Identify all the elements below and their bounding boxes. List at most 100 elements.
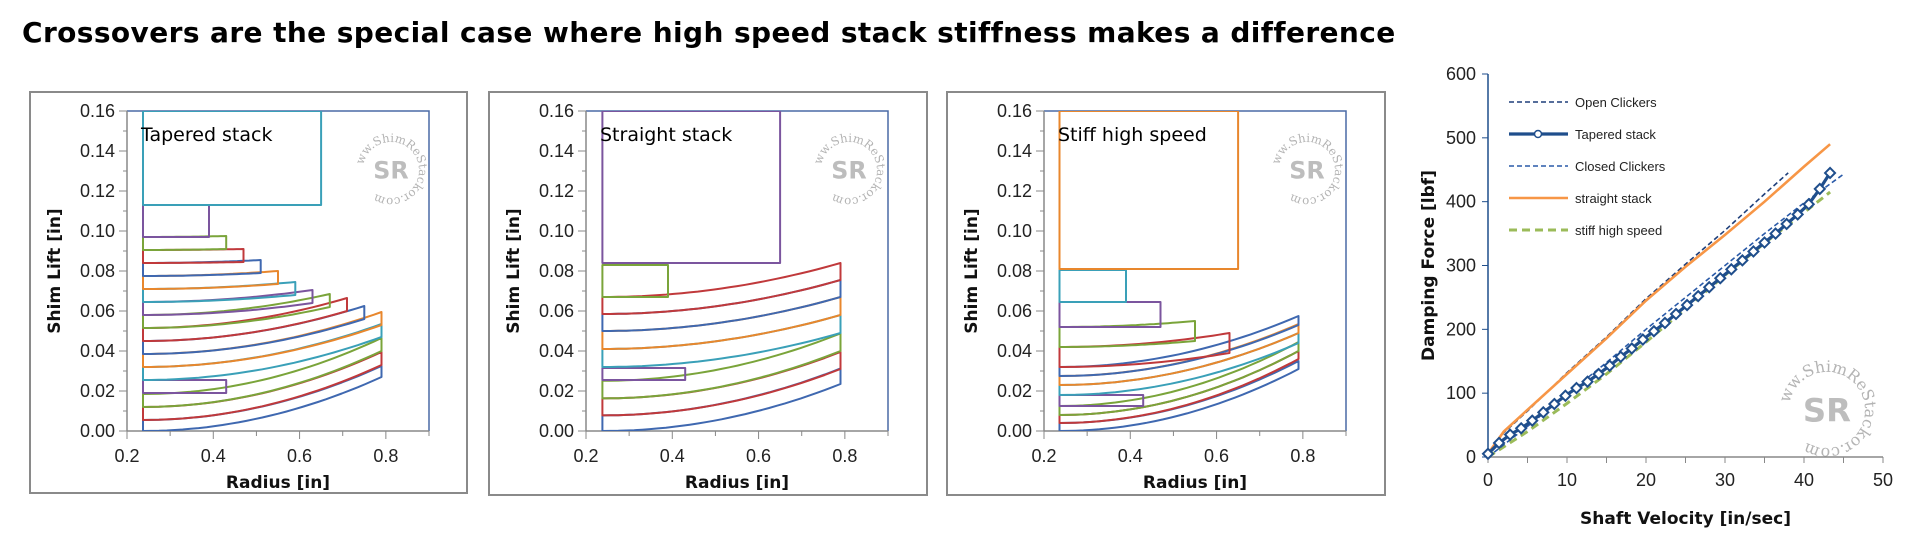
- y-tick-label: 0.02: [997, 381, 1032, 401]
- y-axis-title: Damping Force [lbf]: [1419, 170, 1439, 361]
- y-tick-label: 0.12: [539, 181, 574, 201]
- data-point-marker: [1669, 307, 1683, 321]
- x-axis-title: Radius [in]: [685, 473, 789, 493]
- data-point-marker: [1481, 447, 1495, 461]
- watermark-sr: SR: [373, 156, 408, 184]
- y-tick-label: 0.08: [80, 261, 115, 281]
- y-tick-label: 500: [1446, 128, 1476, 148]
- y-tick-label: 0.02: [539, 381, 574, 401]
- data-point-marker: [1647, 324, 1661, 338]
- x-tick-label: 0.4: [201, 446, 226, 466]
- data-point-marker: [1758, 236, 1771, 249]
- y-tick-label: 0.10: [539, 221, 574, 241]
- data-point-marker: [1614, 350, 1628, 364]
- x-tick-label: 0.4: [1118, 446, 1143, 466]
- shim-stack: [601, 111, 842, 431]
- shim-outline: [1058, 315, 1300, 377]
- panel-label: Straight stack: [600, 124, 732, 146]
- data-point-marker: [1625, 342, 1639, 355]
- data-point-marker: [1514, 421, 1528, 435]
- y-tick-label: 0.16: [997, 101, 1032, 121]
- series-line-open-clickers: [1487, 172, 1789, 455]
- x-tick-label: 0.6: [746, 446, 771, 466]
- y-tick-label: 0.10: [80, 221, 115, 241]
- data-point-marker: [1680, 298, 1694, 312]
- shim-outline: [601, 111, 782, 264]
- data-point-marker: [1525, 414, 1539, 428]
- y-tick-label: 0.00: [80, 421, 115, 441]
- data-point-marker: [1658, 316, 1672, 330]
- shim-outline: [601, 264, 669, 298]
- shim-outline: [601, 367, 687, 381]
- y-tick-label: 0.04: [539, 341, 574, 361]
- shim-outline: [1058, 111, 1240, 270]
- x-axis-title: Radius [in]: [226, 473, 330, 493]
- y-tick-label: 0.14: [997, 141, 1032, 161]
- data-point-marker: [1735, 253, 1749, 267]
- y-tick-label: 100: [1446, 383, 1476, 403]
- watermark-sr: SR: [1289, 156, 1324, 184]
- data-point-marker: [1747, 245, 1760, 258]
- y-tick-label: 0.16: [539, 101, 574, 121]
- watermark-sr: SR: [831, 156, 866, 184]
- legend-label: straight stack: [1575, 191, 1652, 206]
- y-tick-label: 0.08: [997, 261, 1032, 281]
- legend-label: Open Clickers: [1575, 95, 1657, 110]
- y-tick-label: 400: [1446, 192, 1476, 212]
- x-tick-label: 50: [1873, 470, 1893, 490]
- legend-item: Open Clickers: [1509, 95, 1657, 110]
- x-tick-label: 30: [1715, 470, 1735, 490]
- x-tick-label: 0.8: [1290, 446, 1315, 466]
- y-tick-label: 0.12: [80, 181, 115, 201]
- shim-outline: [601, 262, 842, 315]
- shim-stack: [142, 111, 383, 431]
- y-axis-title: Shim Lift [in]: [45, 208, 65, 333]
- y-tick-label: 0.02: [80, 381, 115, 401]
- page-title: Crossovers are the special case where hi…: [22, 16, 1396, 49]
- data-point-marker: [1536, 405, 1550, 419]
- y-tick-label: 0.16: [80, 101, 115, 121]
- legend-label: Tapered stack: [1575, 127, 1656, 142]
- data-point-marker: [1503, 428, 1517, 442]
- data-point-marker: [1802, 197, 1816, 211]
- y-tick-label: 0.06: [539, 301, 574, 321]
- x-tick-label: 0.6: [287, 446, 312, 466]
- y-tick-label: 0.14: [539, 141, 574, 161]
- x-tick-label: 40: [1794, 470, 1814, 490]
- x-tick-label: 0.4: [660, 446, 685, 466]
- x-tick-label: 0: [1483, 470, 1493, 490]
- data-point-marker: [1702, 280, 1716, 294]
- data-point-marker: [1713, 271, 1727, 285]
- x-tick-label: 0.2: [1031, 446, 1056, 466]
- y-tick-label: 0.04: [997, 341, 1032, 361]
- y-tick-label: 0: [1466, 447, 1476, 467]
- y-tick-label: 0.10: [997, 221, 1032, 241]
- y-tick-label: 600: [1446, 64, 1476, 84]
- data-point-marker: [1724, 262, 1738, 276]
- data-point-marker: [1547, 397, 1561, 411]
- watermark-sr: SR: [1803, 391, 1851, 429]
- y-axis-title: Shim Lift [in]: [962, 208, 982, 333]
- data-point-marker: [1769, 227, 1782, 240]
- legend-marker: [1533, 129, 1543, 139]
- legend-item: Closed Clickers: [1509, 159, 1666, 174]
- shim-outline: [142, 111, 323, 206]
- legend-label: Closed Clickers: [1575, 159, 1666, 174]
- panel-label: Tapered stack: [140, 124, 272, 146]
- data-point-marker: [1581, 375, 1594, 389]
- shim-stack: [1058, 111, 1300, 431]
- series-line-straight-stack: [1486, 143, 1831, 455]
- chart-frame: [946, 91, 1386, 496]
- y-tick-label: 0.00: [539, 421, 574, 441]
- y-tick-label: 300: [1446, 256, 1476, 276]
- y-tick-label: 0.00: [997, 421, 1032, 441]
- data-point-marker: [1691, 289, 1705, 303]
- x-tick-label: 10: [1557, 470, 1577, 490]
- data-point-marker: [1791, 208, 1805, 221]
- data-point-marker: [1823, 166, 1837, 180]
- x-axis-title: Shaft Velocity [in/sec]: [1580, 509, 1791, 529]
- x-tick-label: 0.8: [373, 446, 398, 466]
- data-point-marker: [1636, 333, 1650, 346]
- x-tick-label: 0.6: [1204, 446, 1229, 466]
- data-point-marker: [1603, 359, 1617, 373]
